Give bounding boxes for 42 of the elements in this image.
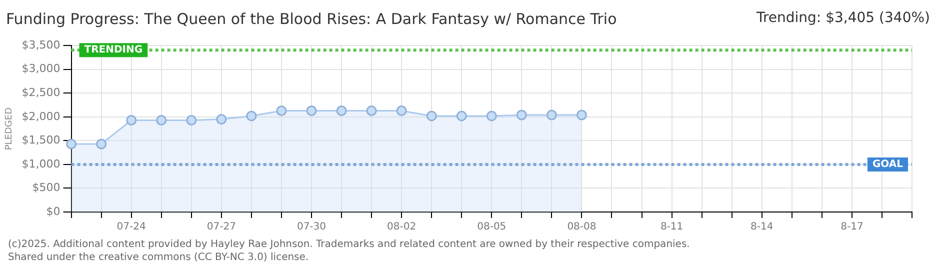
- y-tick-label: $2,000: [22, 110, 60, 123]
- text: (c)2025. Additional content provided by Hayley Rae Johnson. Trademarks and related content are owned by their respective companies.: [8, 238, 690, 251]
- point: [186, 114, 197, 126]
- point: [96, 138, 107, 150]
- x-tick-label: 08-05: [477, 222, 506, 233]
- y-tick-label: $0: [46, 204, 60, 218]
- point: [66, 138, 77, 150]
- y-tick-label: $3,500: [22, 38, 60, 52]
- point: [456, 110, 467, 122]
- point: [366, 105, 377, 116]
- point: [276, 105, 287, 116]
- x-tick-label: 07-30: [296, 222, 326, 233]
- y-tick-label: $3,000: [22, 62, 60, 76]
- point: [426, 110, 437, 122]
- point: [246, 110, 257, 122]
- point: [306, 105, 317, 116]
- text: Shared under the creative commons (CC BY-NC 3.0) license.: [8, 251, 310, 264]
- y-tick-label: $1,500: [22, 134, 60, 147]
- point: [336, 105, 347, 116]
- point: [546, 110, 557, 120]
- ref-line-label: GOAL: [872, 159, 904, 170]
- ref-line-label: TRENDING: [84, 44, 143, 56]
- point: [486, 110, 497, 122]
- point: [156, 114, 167, 126]
- y-axis-title: PLEDGED: [4, 107, 15, 150]
- y-tick-label: $1,000: [22, 157, 60, 170]
- chart-subtitle: Trending: $3,405 (340%): [756, 10, 930, 26]
- x-tick-label: 08-08: [567, 222, 596, 233]
- x-tick-label: 08-02: [387, 222, 416, 233]
- point: [516, 110, 527, 120]
- y-tick-label: $2,500: [22, 86, 60, 99]
- point: [126, 114, 137, 126]
- x-tick-label: 8-14: [750, 222, 774, 233]
- x-tick-label: 07-24: [116, 222, 146, 233]
- point: [396, 105, 407, 116]
- point: [216, 114, 227, 125]
- point: [576, 110, 587, 120]
- x-tick-label: 8-11: [660, 222, 684, 233]
- chart-title: Funding Progress: The Queen of the Blood Rises: A Dark Fantasy w/ Romance Trio: [6, 10, 617, 28]
- x-tick-label: 8-17: [840, 222, 864, 233]
- x-tick-label: 07-27: [206, 222, 236, 233]
- y-tick-label: $500: [32, 181, 60, 194]
